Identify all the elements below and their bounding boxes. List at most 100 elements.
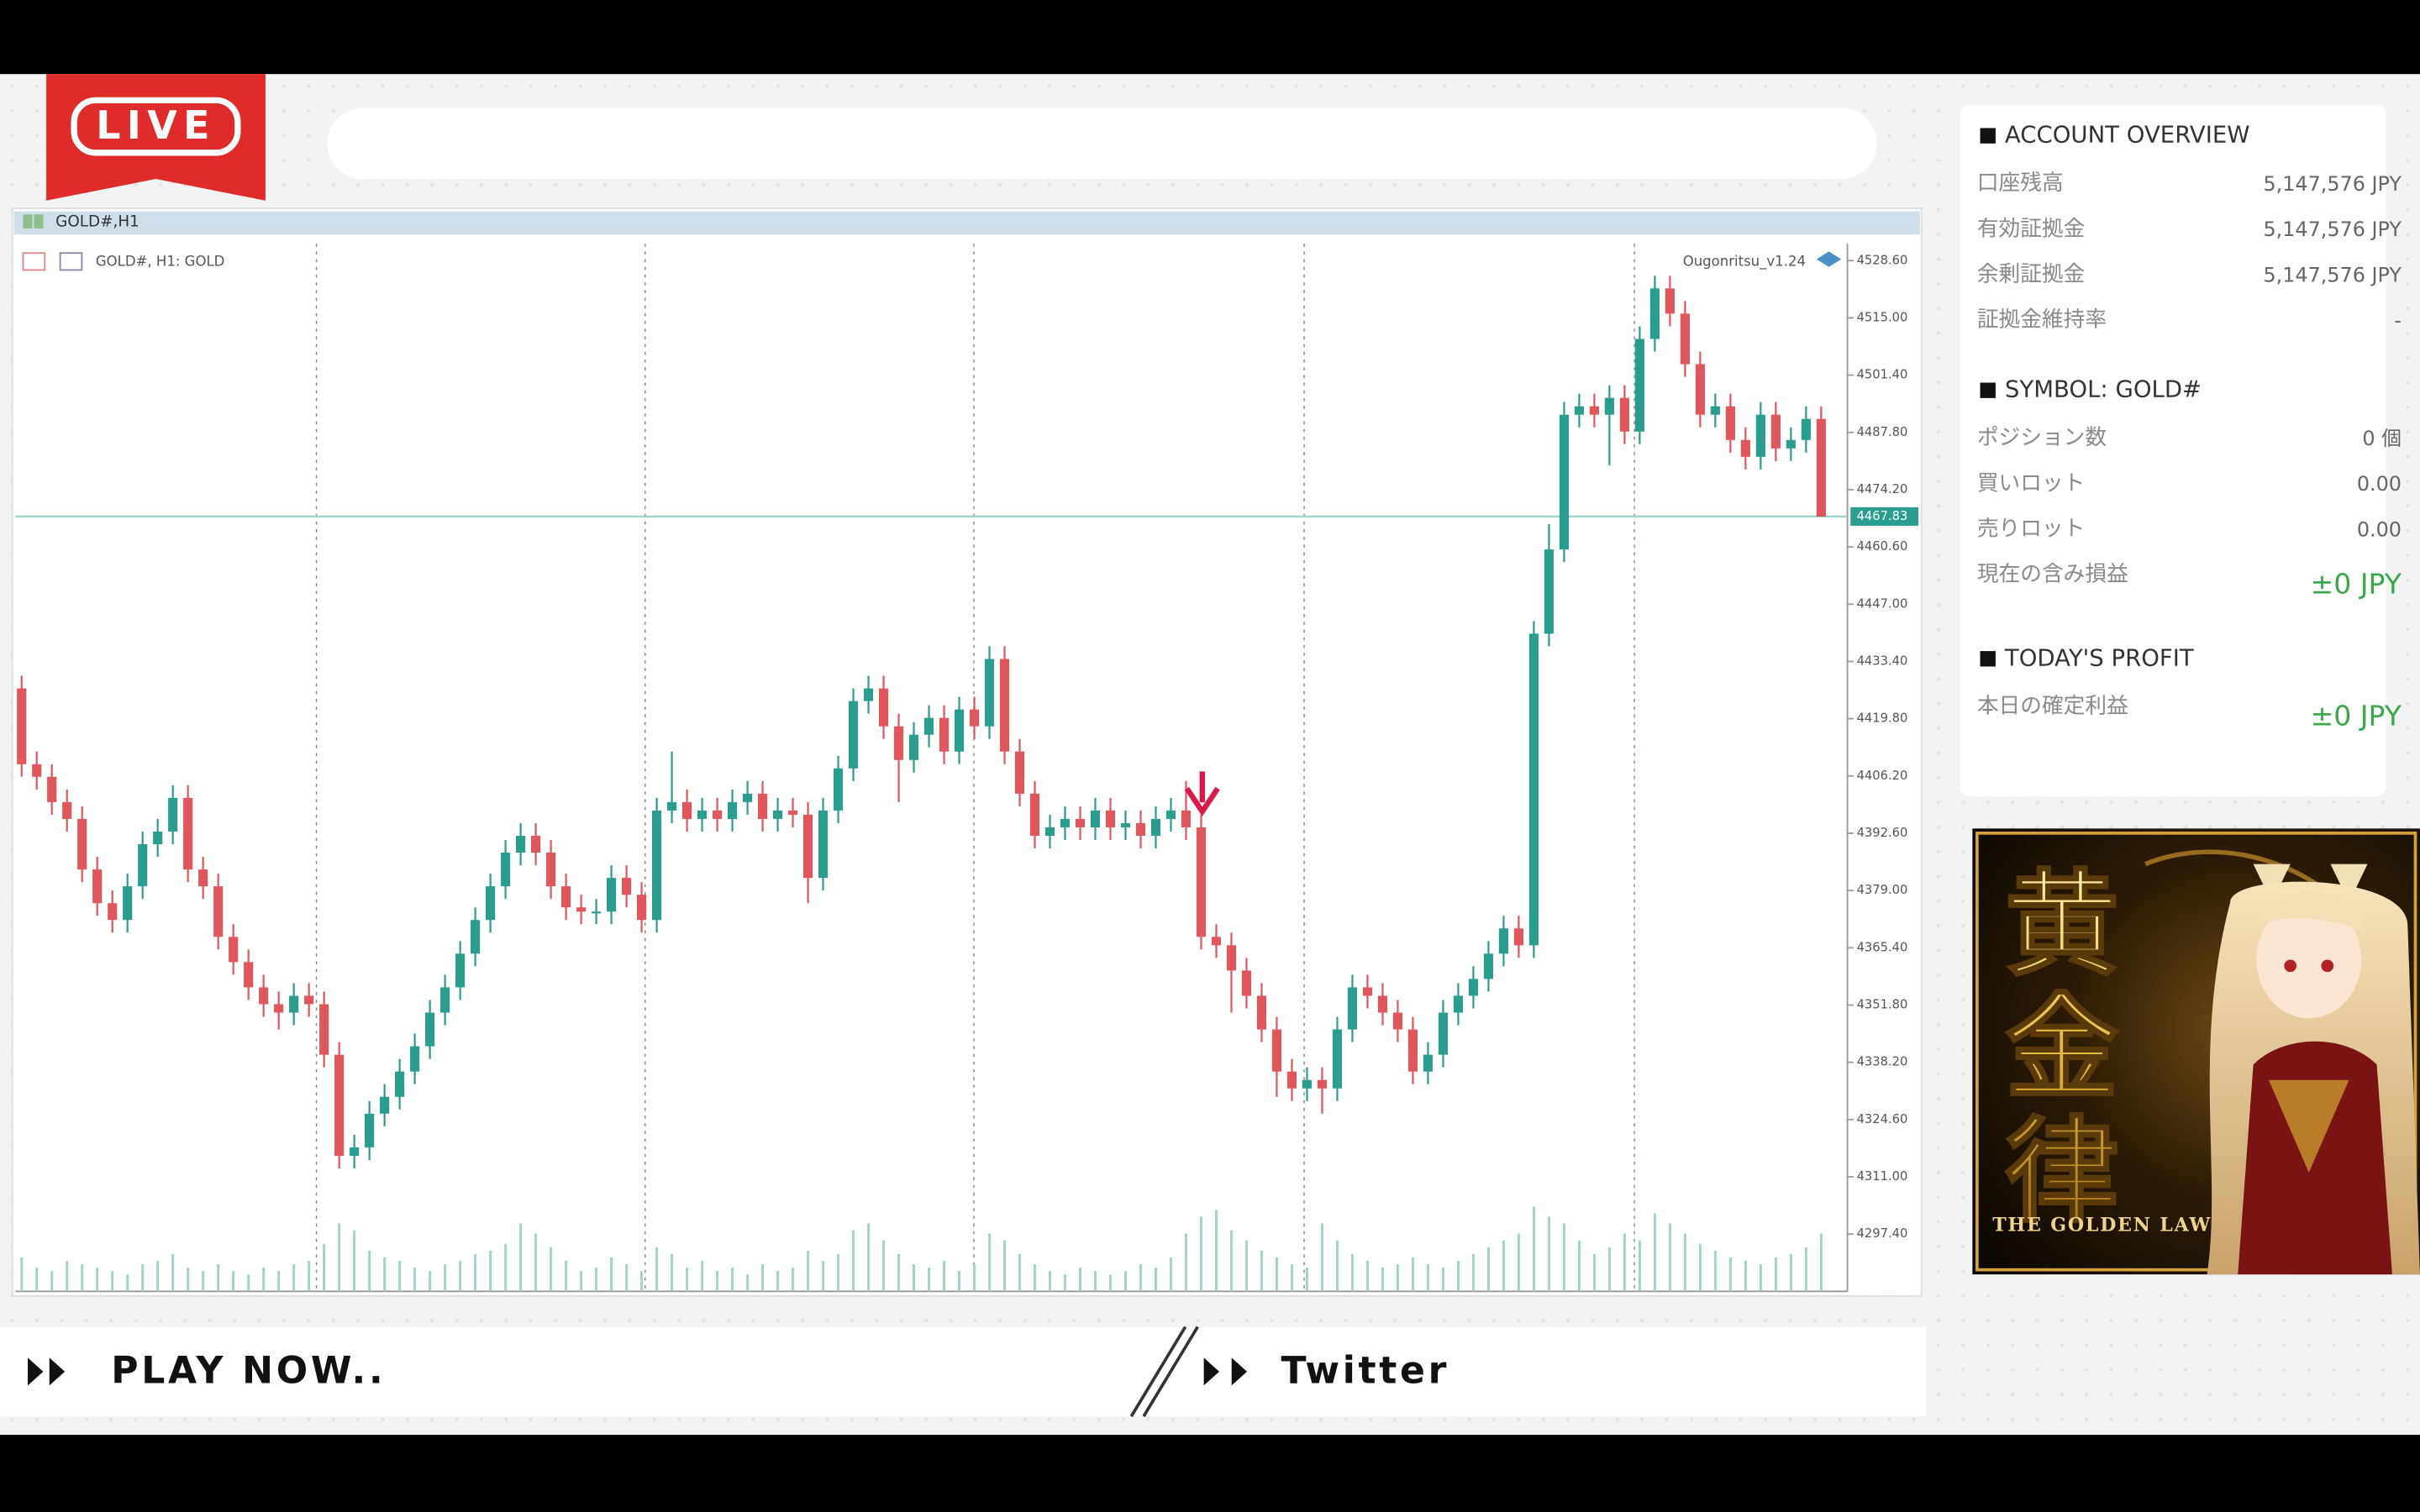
candle-body xyxy=(183,797,193,870)
candle-body xyxy=(380,1096,390,1114)
volume-bar xyxy=(141,1264,145,1292)
volume-bar xyxy=(1441,1268,1444,1292)
candle-body xyxy=(923,717,934,735)
volume-bar xyxy=(1728,1257,1732,1292)
row-label: 口座残高 xyxy=(1977,171,2064,196)
volume-bar xyxy=(1018,1253,1021,1292)
volume-bar xyxy=(837,1253,840,1292)
y-tick-label: 4338.20 xyxy=(1857,1055,1908,1069)
candle-body xyxy=(592,911,602,914)
candle-body xyxy=(1211,937,1222,946)
candle-body xyxy=(1317,1079,1328,1089)
candle-body xyxy=(1528,633,1539,946)
candle-body xyxy=(365,1113,375,1147)
candle-body xyxy=(1135,822,1146,836)
candle-body xyxy=(1286,1071,1297,1089)
play-now: PLAY NOW.. xyxy=(111,1350,386,1393)
volume-bar xyxy=(1350,1253,1354,1292)
account-panel: ACCOUNT OVERVIEW 口座残高 5,147,576 JPY 有効証拠金 5,… xyxy=(1960,104,2402,796)
volume-bar xyxy=(1139,1264,1142,1292)
volume-bar xyxy=(1260,1250,1263,1292)
volume-bar xyxy=(671,1253,674,1292)
candle-body xyxy=(531,835,541,853)
candle-body xyxy=(939,717,950,752)
volume-bar xyxy=(1200,1216,1202,1292)
volume-bar xyxy=(338,1223,341,1292)
volume-bar xyxy=(217,1264,220,1292)
volume-bar xyxy=(20,1257,24,1292)
volume-bar xyxy=(96,1268,99,1292)
volume-bar xyxy=(822,1260,825,1292)
volume-bar xyxy=(111,1271,114,1292)
candle-body xyxy=(138,844,148,887)
volume-bar xyxy=(882,1240,886,1292)
volume-bar xyxy=(398,1260,402,1292)
candle-body xyxy=(1060,818,1071,827)
candle-body xyxy=(1604,397,1614,415)
candle-body xyxy=(1483,953,1493,979)
volume-bar xyxy=(429,1271,432,1292)
candle-body xyxy=(1150,818,1161,836)
candle-body xyxy=(984,659,995,727)
volume-bar xyxy=(1774,1257,1777,1292)
volume-bar xyxy=(913,1264,916,1292)
row-value: 5,147,576 JPY xyxy=(2263,218,2402,241)
volume-bar xyxy=(973,1264,976,1292)
volume-bar xyxy=(610,1257,613,1292)
volume-bar xyxy=(474,1253,477,1292)
candle-body xyxy=(1302,1079,1313,1089)
banner-title: 黄金律 xyxy=(2005,858,2119,1239)
candle-body xyxy=(1665,288,1675,314)
candle-body xyxy=(1075,818,1086,827)
volume-bar xyxy=(308,1260,311,1292)
row-label: 現在の含み損益 xyxy=(1977,562,2128,587)
twitter-link[interactable]: Twitter xyxy=(1281,1350,1449,1393)
volume-bar xyxy=(1653,1213,1656,1292)
volume-bar xyxy=(383,1257,387,1292)
candle-body xyxy=(1498,928,1508,954)
banner-subtitle: THE GOLDEN LAW xyxy=(1992,1215,2212,1236)
y-tick-label: 4501.40 xyxy=(1857,368,1908,382)
candle-body xyxy=(697,810,708,819)
candle-body xyxy=(848,701,859,769)
candle-body xyxy=(1377,995,1388,1013)
volume-bar xyxy=(1819,1233,1823,1292)
volume-bar xyxy=(1517,1233,1520,1292)
volume-bar xyxy=(1185,1233,1187,1292)
candle-body xyxy=(1619,397,1629,432)
candle-body xyxy=(319,1004,329,1055)
candle-body xyxy=(1392,1012,1403,1030)
current-price-tag xyxy=(1850,507,1919,526)
volume-bar xyxy=(353,1230,356,1292)
candle-body xyxy=(244,962,254,988)
current-price-label: 4467.83 xyxy=(1857,509,1908,523)
volume-bar xyxy=(504,1243,508,1292)
volume-bar xyxy=(701,1260,704,1292)
volume-bar xyxy=(1547,1216,1550,1292)
volume-bar xyxy=(1426,1264,1429,1292)
volume-bar xyxy=(731,1268,734,1292)
candle-body xyxy=(999,659,1010,752)
volume-bar xyxy=(1109,1274,1112,1292)
volume-bar xyxy=(1094,1271,1097,1292)
candle-body xyxy=(1407,1029,1418,1072)
section-bullet xyxy=(1980,128,1996,144)
volume-bar xyxy=(444,1264,447,1292)
candle-body xyxy=(681,801,692,819)
volume-bar xyxy=(565,1260,568,1292)
volume-bar xyxy=(1034,1264,1036,1292)
candle-body xyxy=(1241,970,1252,996)
candle-body xyxy=(757,793,768,819)
row-value: 5,147,576 JPY xyxy=(2263,263,2402,286)
candle-body xyxy=(1513,928,1523,946)
candle-body xyxy=(727,801,738,819)
volume-bar xyxy=(1381,1268,1384,1292)
candle-body xyxy=(229,937,239,963)
volume-bar xyxy=(595,1268,598,1292)
candle-body xyxy=(1332,1029,1343,1089)
y-tick-label: 4419.80 xyxy=(1857,711,1908,726)
candle-body xyxy=(742,793,753,802)
volume-bar xyxy=(1683,1233,1686,1292)
section-bullet xyxy=(1980,382,1996,398)
